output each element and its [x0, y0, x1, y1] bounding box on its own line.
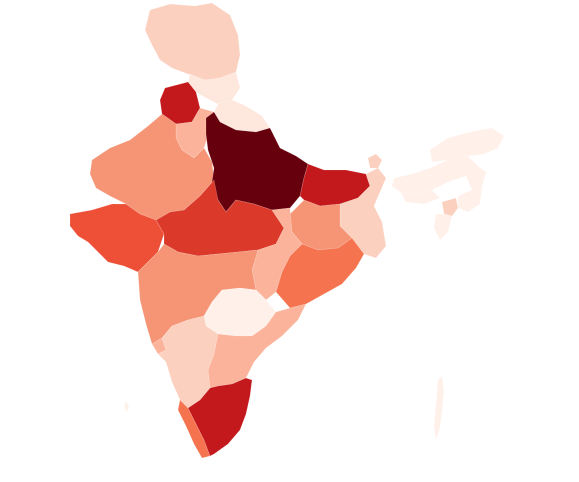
region-sikkim[interactable]	[367, 153, 383, 169]
region-tamil-nadu[interactable]	[187, 377, 253, 457]
region-rajasthan[interactable]	[89, 113, 215, 221]
region-arunachal-pradesh[interactable]	[429, 127, 505, 163]
region-mizoram[interactable]	[433, 213, 453, 241]
region-manipur[interactable]	[457, 185, 483, 213]
region-andhra-pradesh[interactable]	[207, 303, 307, 389]
region-chhattisgarh[interactable]	[251, 207, 303, 301]
region-odisha[interactable]	[275, 237, 365, 309]
region-andaman-nicobar[interactable]	[433, 375, 445, 441]
region-lakshadweep[interactable]	[123, 401, 130, 413]
region-nagaland[interactable]	[465, 165, 487, 191]
region-west-bengal[interactable]	[339, 167, 387, 259]
region-uttar-pradesh[interactable]	[205, 111, 309, 213]
region-jammu-kashmir[interactable]	[144, 2, 241, 81]
region-tripura[interactable]	[441, 197, 459, 217]
region-meghalaya[interactable]	[399, 189, 441, 205]
